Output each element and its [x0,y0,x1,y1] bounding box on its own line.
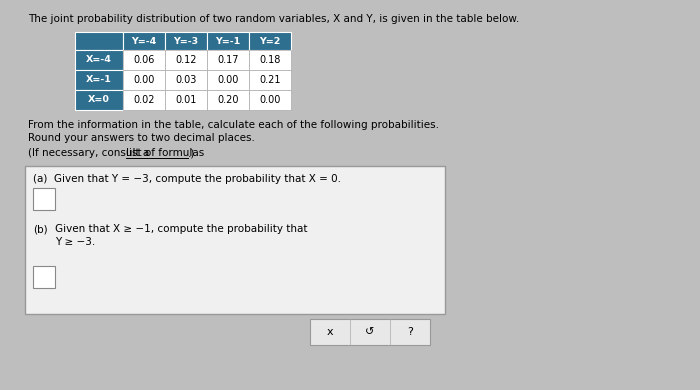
Text: 0.12: 0.12 [175,55,197,65]
Text: 0.00: 0.00 [133,75,155,85]
Bar [123,90,165,110]
Text: 0.06: 0.06 [133,55,155,65]
Text: list of formulas: list of formulas [125,148,204,158]
Bar [249,50,291,70]
Text: x: x [327,327,333,337]
Text: X=-1: X=-1 [86,76,112,85]
Bar [33,266,55,288]
Text: Y=2: Y=2 [259,37,281,46]
Text: 0.20: 0.20 [217,95,239,105]
Text: 0.21: 0.21 [259,75,281,85]
Bar [207,90,249,110]
Bar [249,32,291,50]
Bar [165,90,207,110]
Text: 0.01: 0.01 [175,95,197,105]
Text: 0.02: 0.02 [133,95,155,105]
Bar [75,90,123,110]
Bar [207,70,249,90]
Text: Y ≥ −3.: Y ≥ −3. [55,237,95,247]
Text: Y=-4: Y=-4 [132,37,157,46]
Text: ↺: ↺ [365,327,375,337]
Bar [75,70,123,90]
Text: 0.00: 0.00 [217,75,239,85]
Text: Given that X ≥ −1, compute the probability that: Given that X ≥ −1, compute the probabili… [55,224,307,234]
Bar [207,32,249,50]
Text: (b): (b) [33,224,48,234]
Bar [75,32,123,50]
Text: The joint probability distribution of two random variables, X and Y, is given in: The joint probability distribution of tw… [28,14,519,24]
Bar [33,188,55,210]
Bar [249,70,291,90]
Bar [165,50,207,70]
Text: 0.00: 0.00 [259,95,281,105]
Text: 0.03: 0.03 [175,75,197,85]
Text: Y=-3: Y=-3 [174,37,199,46]
Text: From the information in the table, calculate each of the following probabilities: From the information in the table, calcu… [28,120,439,130]
Bar [25,166,445,314]
Bar [310,319,430,345]
Text: (If necessary, consult a: (If necessary, consult a [28,148,153,158]
Bar [207,50,249,70]
Text: X=-4: X=-4 [86,55,112,64]
Bar [75,50,123,70]
Text: ?: ? [407,327,413,337]
Text: (a)  Given that Y = −3, compute the probability that X = 0.: (a) Given that Y = −3, compute the proba… [33,174,341,184]
Text: 0.17: 0.17 [217,55,239,65]
Bar [123,50,165,70]
Text: Round your answers to two decimal places.: Round your answers to two decimal places… [28,133,255,143]
Text: Y=-1: Y=-1 [216,37,241,46]
Text: .): .) [188,148,195,158]
Bar [249,90,291,110]
Bar [165,70,207,90]
Bar [123,70,165,90]
Bar [165,32,207,50]
Text: 0.18: 0.18 [259,55,281,65]
Bar [123,32,165,50]
Text: X=0: X=0 [88,96,110,105]
